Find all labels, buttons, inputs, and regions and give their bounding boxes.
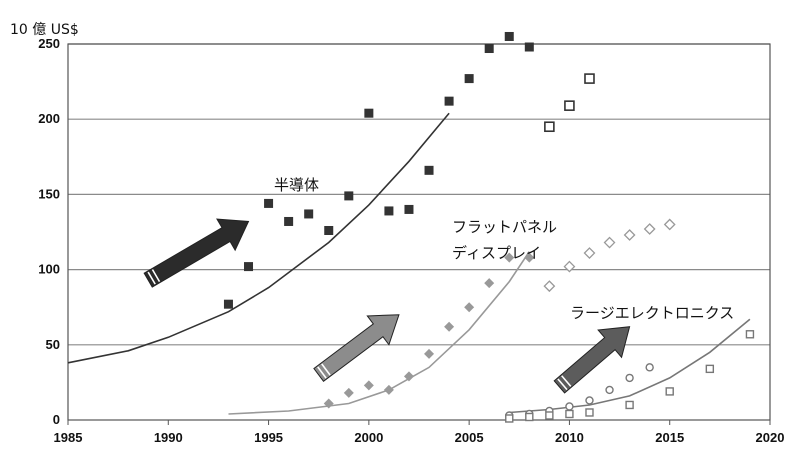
- data-point: [585, 396, 594, 405]
- data-point: [424, 348, 435, 359]
- data-point: [403, 371, 414, 382]
- data-point: [585, 408, 594, 417]
- data-point: [444, 96, 454, 106]
- arrow-shape: [553, 326, 631, 394]
- data-point: [284, 216, 294, 226]
- data-point: [484, 44, 494, 54]
- x-tick-label: 2020: [756, 430, 785, 445]
- data-point: [504, 31, 514, 41]
- x-tick-label: 2015: [655, 430, 684, 445]
- x-tick-label: 2000: [354, 430, 383, 445]
- data-point: [324, 225, 334, 235]
- x-axis-ticks: 1985 1990 1995 2000 2005 2010 2015 2020: [54, 420, 785, 445]
- data-point: [583, 247, 596, 259]
- data-point: [623, 229, 636, 241]
- data-point: [244, 262, 254, 272]
- label-fpd-line2: ディスプレイ: [452, 244, 541, 262]
- x-tick-label: 1985: [54, 430, 83, 445]
- data-point: [565, 409, 574, 419]
- arrow-tail-stripe: [317, 366, 327, 379]
- data-point: [363, 380, 374, 391]
- data-point: [525, 412, 534, 422]
- data-point: [665, 387, 674, 396]
- data-point: [223, 299, 233, 309]
- data-point: [663, 218, 676, 231]
- y-tick-label: 150: [38, 186, 60, 201]
- data-point: [584, 73, 595, 84]
- arrow-tail-stripe: [147, 271, 156, 285]
- y-tick-label: 100: [38, 262, 60, 277]
- data-point: [464, 74, 474, 84]
- data-point: [543, 280, 556, 293]
- fpd-arrow: [313, 314, 400, 383]
- x-tick-label: 2005: [455, 430, 484, 445]
- grid-lines: [68, 43, 770, 346]
- data-point: [343, 387, 354, 398]
- data-point: [484, 278, 495, 289]
- data-point: [564, 100, 575, 111]
- data-point: [424, 165, 434, 175]
- data-point: [544, 121, 555, 133]
- label-semiconductor: 半導体: [274, 176, 319, 194]
- plot-frame: [67, 43, 771, 421]
- label-fpd-line1: フラットパネル: [452, 218, 557, 236]
- data-point: [645, 363, 654, 372]
- arrow-tail-stripe: [557, 378, 568, 391]
- data-point: [524, 252, 535, 263]
- y-axis-ticks: 0 50 100 150 200 250: [38, 36, 60, 427]
- large-electronics-arrow: [553, 326, 631, 394]
- data-point: [524, 42, 534, 52]
- data-point: [384, 206, 394, 216]
- data-point: [563, 260, 576, 273]
- arrow-tail-stripe: [321, 363, 331, 376]
- arrow-shape: [313, 314, 400, 383]
- arrow-shape: [143, 218, 250, 288]
- data-point: [444, 321, 455, 332]
- data-point: [383, 384, 394, 395]
- data-point: [264, 198, 274, 208]
- data-point: [745, 330, 755, 339]
- data-point: [643, 223, 656, 235]
- data-point: [605, 385, 614, 395]
- data-markers: [223, 31, 755, 423]
- x-tick-label: 2010: [555, 430, 584, 445]
- data-point: [545, 411, 554, 420]
- data-point: [404, 204, 414, 214]
- semiconductor-arrow: [143, 218, 250, 288]
- data-point: [625, 373, 634, 383]
- data-point: [323, 398, 334, 409]
- trend-line: [67, 112, 450, 364]
- y-tick-label: 250: [38, 36, 60, 51]
- y-tick-label: 50: [46, 337, 60, 352]
- arrow-tail-stripe: [561, 375, 572, 387]
- x-tick-label: 1995: [254, 430, 283, 445]
- data-point: [625, 400, 634, 410]
- label-large-electronics: ラージエレクトロニクス: [570, 304, 734, 322]
- x-tick-label: 1990: [154, 430, 183, 445]
- growth-arrows: [143, 218, 631, 394]
- data-point: [565, 402, 574, 411]
- data-point: [344, 191, 354, 201]
- data-point: [705, 364, 715, 374]
- arrow-tail-stripe: [151, 269, 161, 283]
- y-tick-label: 200: [38, 111, 60, 126]
- data-point: [505, 414, 514, 423]
- data-point: [504, 252, 515, 263]
- y-unit-label: 10 億 US$: [10, 22, 79, 38]
- y-tick-label: 0: [53, 412, 60, 427]
- data-point: [603, 236, 616, 249]
- data-point: [364, 108, 374, 118]
- data-point: [464, 302, 475, 313]
- data-point: [304, 209, 314, 219]
